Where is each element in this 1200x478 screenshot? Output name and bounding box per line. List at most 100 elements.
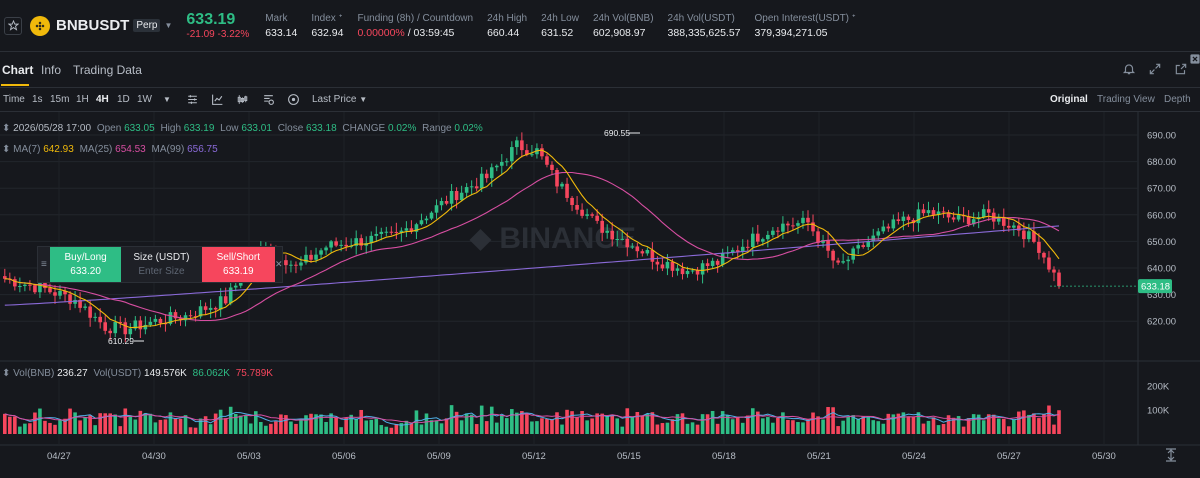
candle — [103, 322, 107, 331]
candle — [956, 215, 961, 220]
close-panel-icon[interactable]: ✕ — [275, 259, 283, 269]
date-tick-label: 05/15 — [617, 451, 641, 462]
candle — [294, 264, 298, 266]
candle — [690, 270, 695, 272]
candle — [68, 294, 72, 304]
alert-bell-icon[interactable] — [1122, 62, 1136, 76]
volume-bar — [3, 413, 7, 434]
interval-15m[interactable]: 15m — [50, 94, 70, 105]
candle — [48, 288, 52, 293]
volume-bar — [83, 417, 87, 434]
candle — [771, 230, 775, 235]
sell-short-button[interactable]: Sell/Short 633.19 — [201, 247, 275, 282]
candle — [600, 220, 604, 233]
candle — [926, 210, 931, 214]
chart-tabs: Chart Info Trading Data — [0, 52, 1200, 88]
screenshot-icon[interactable] — [287, 93, 300, 106]
volume-bar — [68, 408, 72, 434]
candle — [876, 231, 881, 236]
tab-info[interactable]: Info — [41, 63, 62, 77]
symbol-name[interactable]: BNBUSDT — [56, 17, 130, 34]
volume-bar — [600, 413, 604, 434]
stat-open-interest: Open Interest(USDT) ᐩ 379,394,271.05 — [754, 12, 856, 39]
candle — [359, 238, 364, 246]
popout-icon[interactable] — [1174, 62, 1188, 76]
candle — [304, 254, 308, 263]
volume-bar — [118, 426, 123, 434]
volume-bar — [791, 420, 795, 434]
view-trading-view[interactable]: Trading View — [1097, 94, 1155, 105]
time-axis-settings-icon[interactable] — [1166, 448, 1176, 462]
volume-bar — [233, 413, 238, 434]
volume-bar — [826, 407, 830, 434]
candle — [781, 223, 785, 232]
volume-bar — [354, 418, 358, 434]
price-type-select[interactable]: Last Price ▼ — [312, 94, 368, 105]
volume-bar — [193, 427, 198, 434]
interval-4h[interactable]: 4H — [96, 94, 109, 105]
view-depth[interactable]: Depth — [1164, 94, 1191, 105]
candle — [831, 250, 835, 261]
volume-bar — [550, 419, 554, 434]
volume-bar — [404, 420, 409, 434]
volume-bar — [499, 414, 504, 434]
stat-index: Index ᐩ 632.94 — [311, 12, 344, 39]
date-tick-label: 05/06 — [332, 451, 356, 462]
volume-bar — [88, 415, 92, 434]
quick-order-panel: ≡ Buy/Long 633.20 Size (USDT) Enter Size… — [37, 246, 283, 283]
interval-1d[interactable]: 1D — [117, 94, 130, 105]
drag-handle-icon[interactable]: ≡ — [41, 259, 47, 270]
size-input[interactable]: Enter Size — [138, 266, 185, 277]
volume-bar — [269, 423, 273, 434]
indicator-settings-icon[interactable] — [186, 93, 199, 106]
interval-1s[interactable]: 1s — [32, 94, 43, 105]
time-axis: 04/27 04/30 05/03 05/06 05/09 05/12 05/15 05/18… — [47, 451, 1116, 462]
candle — [1022, 230, 1026, 240]
interval-dropdown-icon[interactable]: ▼ — [163, 95, 171, 104]
volume-bar — [806, 418, 810, 434]
candle — [766, 234, 770, 240]
volume-bar — [63, 418, 67, 434]
volume-bar — [344, 417, 348, 434]
interval-1h[interactable]: 1H — [76, 94, 89, 105]
candlestick-chart[interactable]: ⬥ BINANCE 690.00 680.00 670.00 660.00 650.00… — [0, 112, 1200, 478]
ma25-line — [4, 171, 1060, 322]
candle — [38, 282, 42, 293]
expand-icon[interactable] — [1148, 62, 1162, 76]
volume-bar — [464, 413, 469, 434]
candle — [735, 250, 740, 252]
candle — [585, 214, 589, 216]
tab-trading-data[interactable]: Trading Data — [73, 63, 142, 77]
volume-bar — [1047, 405, 1051, 434]
volume-bar — [1032, 413, 1036, 434]
tab-chart[interactable]: Chart — [2, 63, 34, 77]
volume-bar — [218, 409, 223, 434]
volume-bar — [540, 418, 544, 434]
favorite-star-icon[interactable] — [4, 16, 22, 35]
volume-bar — [98, 413, 102, 434]
close-icon[interactable] — [1190, 54, 1200, 64]
view-original[interactable]: Original — [1050, 94, 1088, 105]
candle — [198, 306, 203, 317]
candle — [354, 238, 358, 246]
candle — [505, 161, 509, 163]
candle — [63, 290, 67, 295]
indicators-icon[interactable] — [211, 93, 224, 106]
template-icon[interactable] — [262, 93, 275, 106]
last-price-box: 633.19 -21.09 -3.22% — [186, 11, 249, 40]
volume-bar — [881, 423, 886, 434]
candle — [424, 218, 429, 221]
candle — [183, 315, 188, 321]
chart-type-icon[interactable] — [236, 93, 249, 106]
volume-bar — [93, 425, 97, 434]
candle — [896, 219, 901, 221]
interval-1w[interactable]: 1W — [137, 94, 152, 105]
candle — [369, 235, 374, 244]
buy-long-button[interactable]: Buy/Long 633.20 — [49, 247, 122, 282]
candle — [289, 264, 293, 266]
size-field[interactable]: Size (USDT) Enter Size — [121, 247, 202, 282]
candle — [786, 223, 790, 226]
symbol-dropdown-icon[interactable]: ▼ — [164, 21, 173, 30]
candle — [168, 312, 173, 324]
